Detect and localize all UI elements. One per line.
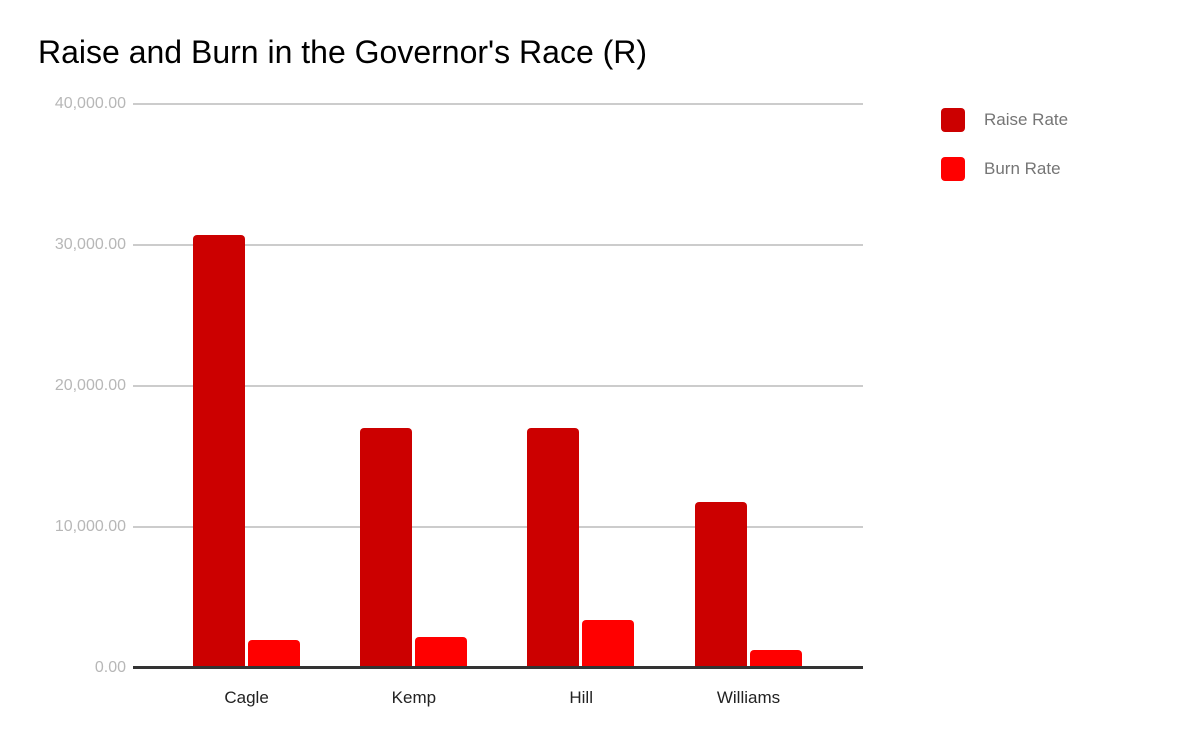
- gridline-20000: [133, 385, 863, 387]
- legend-swatch-burn-rate-icon: [941, 157, 965, 181]
- legend-label-burn-rate: Burn Rate: [984, 159, 1061, 178]
- y-axis-tick-label: 30,000.00: [54, 236, 126, 253]
- bar-burn-rate-kemp[interactable]: [414, 637, 467, 666]
- legend: Raise Rate Burn Rate: [941, 108, 1068, 206]
- legend-item-raise-rate[interactable]: Raise Rate: [941, 108, 1068, 132]
- bar-raise-rate-kemp[interactable]: [359, 427, 412, 666]
- y-axis-tick-label: 0.00: [94, 659, 126, 676]
- chart-title: Raise and Burn in the Governor's Race (R…: [38, 34, 648, 70]
- y-axis-tick-label: 40,000.00: [54, 95, 126, 112]
- bar-burn-rate-williams[interactable]: [749, 649, 802, 666]
- bar-burn-rate-hill[interactable]: [582, 620, 635, 666]
- x-axis-label-cagle: Cagle: [224, 688, 269, 707]
- y-axis-tick-label: 10,000.00: [54, 518, 126, 535]
- gridline-10000: [133, 526, 863, 528]
- x-axis-baseline: [133, 666, 863, 669]
- legend-item-burn-rate[interactable]: Burn Rate: [941, 157, 1068, 181]
- bar-raise-rate-williams[interactable]: [694, 501, 747, 666]
- y-axis-tick-label: 20,000.00: [54, 377, 126, 394]
- bar-raise-rate-cagle[interactable]: [192, 234, 245, 666]
- gridline-40000: [133, 103, 863, 105]
- x-axis-label-williams: Williams: [716, 688, 781, 707]
- x-axis-label-hill: Hill: [569, 688, 593, 707]
- bar-raise-rate-hill[interactable]: [527, 428, 580, 666]
- legend-swatch-raise-rate-icon: [941, 108, 965, 132]
- x-axis-label-kemp: Kemp: [391, 688, 437, 707]
- legend-label-raise-rate: Raise Rate: [984, 110, 1069, 129]
- bar-burn-rate-cagle[interactable]: [247, 639, 300, 666]
- gridline-30000: [133, 244, 863, 246]
